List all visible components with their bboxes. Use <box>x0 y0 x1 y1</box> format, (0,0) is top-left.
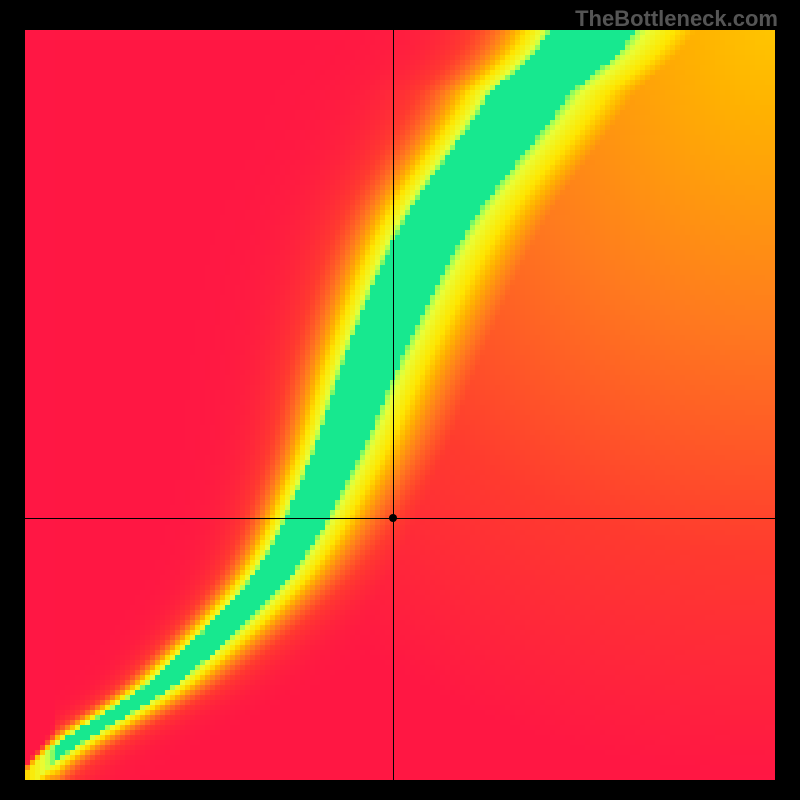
watermark-text: TheBottleneck.com <box>575 6 778 32</box>
crosshair-vertical <box>393 30 394 780</box>
crosshair-marker <box>389 514 397 522</box>
crosshair-horizontal <box>25 518 775 519</box>
bottleneck-heatmap <box>25 30 775 780</box>
chart-container: TheBottleneck.com <box>0 0 800 800</box>
